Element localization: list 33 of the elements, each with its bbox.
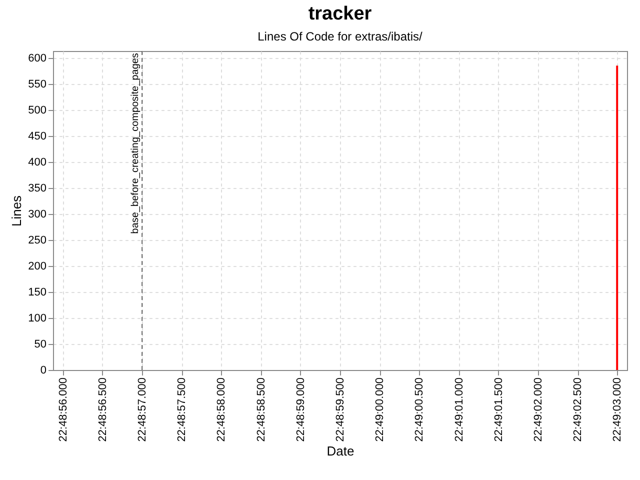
- x-tick-label: 22:49:02.000: [532, 378, 544, 442]
- x-tick-label: 22:48:58.500: [255, 378, 268, 442]
- x-tick-label: 22:48:58.000: [216, 378, 228, 442]
- x-tick-label: 22:49:03.000: [612, 378, 624, 442]
- x-tick-label: 22:48:59.500: [334, 378, 346, 442]
- x-tick-label: 22:48:56.000: [57, 378, 70, 442]
- y-tick-label: 350: [28, 182, 46, 194]
- x-tick-label: 22:49:00.500: [414, 378, 426, 442]
- y-tick-label: 100: [28, 312, 46, 324]
- y-tick-label: 50: [34, 338, 46, 350]
- x-tick-label: 22:49:00.000: [374, 378, 386, 442]
- x-tick-label: 22:48:59.000: [294, 378, 307, 442]
- y-tick-label: 300: [28, 208, 46, 220]
- y-tick-label: 0: [40, 364, 46, 376]
- y-tick-label: 400: [28, 156, 46, 168]
- y-tick-label: 150: [28, 286, 46, 298]
- x-axis-title: Date: [326, 444, 354, 459]
- y-tick-label: 250: [28, 234, 46, 246]
- y-tick-label: 600: [28, 52, 46, 64]
- ref-line-label: base_before_creating_composite_pages: [130, 53, 142, 234]
- y-axis-title: Lines: [9, 194, 24, 227]
- y-tick-label: 500: [28, 104, 46, 116]
- y-tick-label: 200: [28, 260, 46, 272]
- x-tick-label: 22:49:01.500: [492, 378, 505, 442]
- chart-title: tracker: [308, 4, 372, 24]
- y-tick-label: 550: [28, 78, 46, 90]
- y-tick-label: 450: [28, 130, 46, 142]
- chart-subtitle: Lines Of Code for extras/ibatis/: [258, 30, 424, 44]
- x-tick-label: 22:48:57.000: [136, 378, 149, 442]
- x-tick-label: 22:48:57.500: [176, 378, 188, 442]
- x-tick-label: 22:48:56.500: [96, 378, 109, 442]
- x-tick-label: 22:49:01.000: [453, 378, 466, 442]
- x-tick-label: 22:49:02.500: [572, 378, 584, 442]
